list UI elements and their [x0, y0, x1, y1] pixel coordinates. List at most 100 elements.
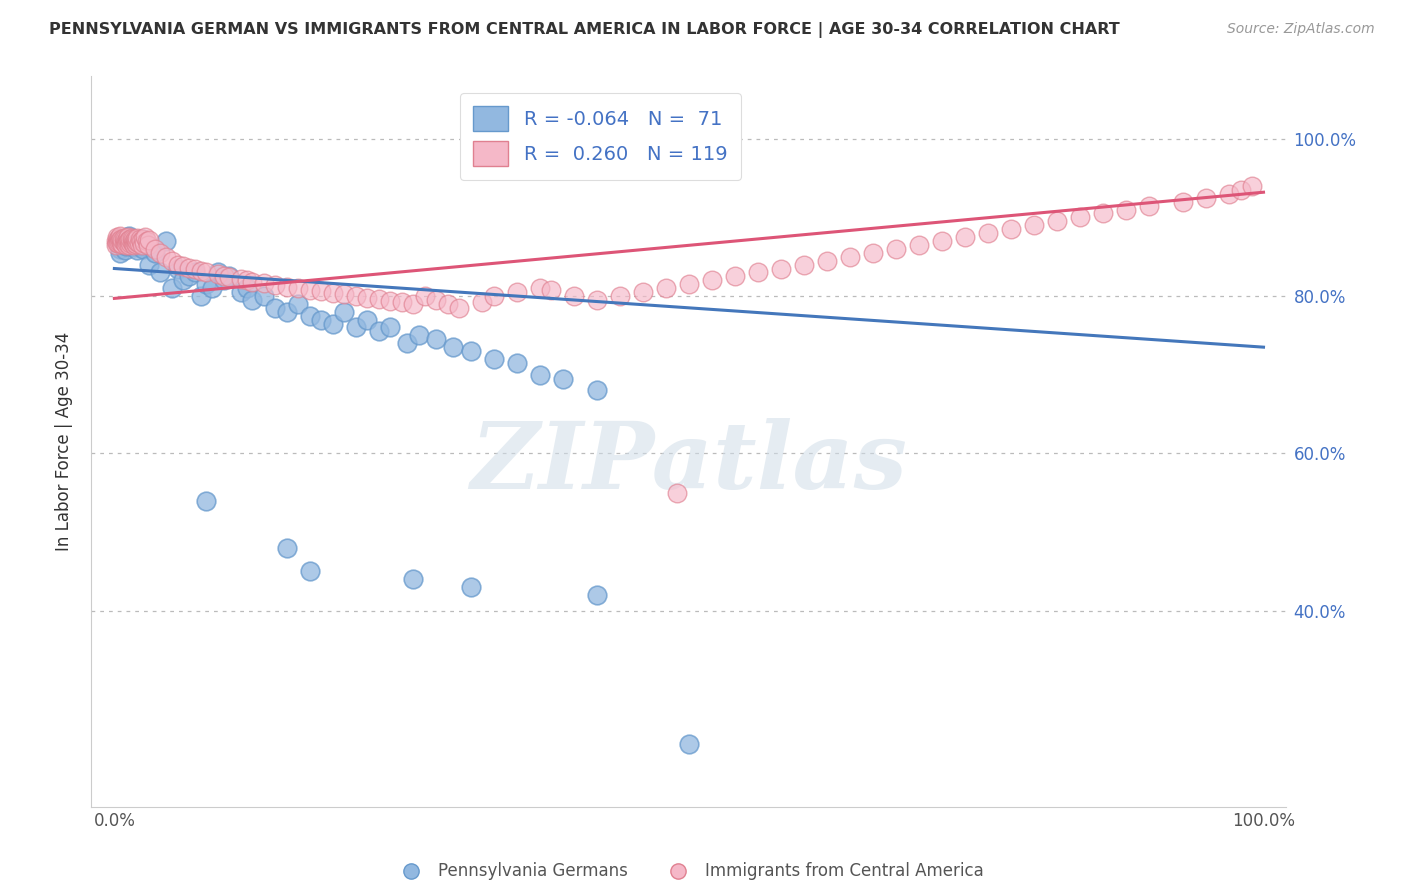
Point: [108, 245, 131, 260]
Point: [117, 230, 139, 244]
Point: [953, 230, 976, 244]
Point: [195, 493, 218, 508]
Point: [1046, 214, 1069, 228]
Point: [129, 234, 152, 248]
Point: [460, 580, 482, 594]
Y-axis label: In Labor Force | Age 30-34: In Labor Force | Age 30-34: [55, 332, 73, 551]
Point: [298, 309, 321, 323]
Point: [333, 305, 356, 319]
Point: [1137, 198, 1160, 212]
Point: [110, 232, 132, 246]
Point: [678, 277, 700, 292]
Point: [104, 238, 127, 252]
Point: [235, 281, 257, 295]
Point: [1069, 211, 1091, 225]
Point: [482, 351, 505, 366]
Point: [529, 368, 551, 382]
Point: [276, 305, 298, 319]
Point: [218, 269, 240, 284]
Point: [195, 277, 218, 292]
Point: [117, 234, 139, 248]
Point: [298, 283, 321, 297]
Point: [127, 235, 149, 249]
Point: [166, 258, 188, 272]
Point: [120, 235, 142, 250]
Point: [562, 289, 585, 303]
Point: [128, 236, 150, 251]
Point: [115, 239, 138, 253]
Point: [110, 235, 132, 250]
Point: [120, 232, 142, 246]
Point: [127, 244, 149, 258]
Point: [108, 233, 131, 247]
Point: [114, 236, 136, 251]
Point: [253, 289, 276, 303]
Point: [121, 234, 143, 248]
Point: [114, 232, 136, 246]
Point: [160, 253, 183, 268]
Point: [367, 292, 389, 306]
Point: [118, 233, 141, 247]
Point: [229, 271, 252, 285]
Point: [1229, 183, 1251, 197]
Point: [378, 320, 402, 334]
Point: [287, 281, 309, 295]
Point: [1218, 186, 1240, 201]
Point: [218, 270, 240, 285]
Point: [134, 230, 156, 244]
Point: [309, 312, 332, 326]
Point: [402, 297, 425, 311]
Point: [111, 237, 134, 252]
Point: [298, 564, 321, 578]
Point: [425, 293, 447, 307]
Point: [121, 237, 143, 252]
Point: [155, 234, 177, 248]
Point: [112, 231, 135, 245]
Point: [107, 236, 129, 251]
Point: [402, 572, 425, 586]
Point: [108, 235, 131, 249]
Point: [551, 371, 574, 385]
Point: [1000, 222, 1022, 236]
Point: [529, 281, 551, 295]
Point: [586, 588, 609, 602]
Point: [122, 240, 145, 254]
Point: [177, 269, 200, 284]
Point: [149, 265, 172, 279]
Point: [124, 235, 146, 250]
Point: [655, 281, 678, 295]
Point: [264, 278, 287, 293]
Point: [115, 235, 138, 250]
Text: PENNSYLVANIA GERMAN VS IMMIGRANTS FROM CENTRAL AMERICA IN LABOR FORCE | AGE 30-3: PENNSYLVANIA GERMAN VS IMMIGRANTS FROM C…: [49, 22, 1121, 38]
Point: [117, 238, 139, 252]
Point: [127, 231, 149, 245]
Point: [124, 238, 146, 252]
Point: [356, 291, 378, 305]
Point: [112, 238, 135, 252]
Point: [108, 234, 131, 248]
Point: [138, 258, 160, 272]
Point: [471, 295, 494, 310]
Point: [1240, 178, 1263, 193]
Point: [138, 233, 160, 247]
Point: [931, 234, 953, 248]
Point: [276, 279, 298, 293]
Point: [132, 242, 155, 256]
Point: [212, 273, 235, 287]
Point: [121, 231, 143, 245]
Point: [143, 245, 166, 260]
Point: [425, 332, 447, 346]
Point: [1171, 194, 1194, 209]
Point: [884, 242, 907, 256]
Point: [207, 267, 229, 281]
Point: [104, 234, 127, 248]
Point: [207, 265, 229, 279]
Point: [229, 285, 252, 299]
Point: [177, 260, 200, 275]
Point: [125, 233, 148, 247]
Point: [117, 234, 139, 248]
Point: [212, 268, 235, 283]
Point: [131, 238, 153, 252]
Point: [136, 238, 159, 252]
Point: [540, 283, 562, 297]
